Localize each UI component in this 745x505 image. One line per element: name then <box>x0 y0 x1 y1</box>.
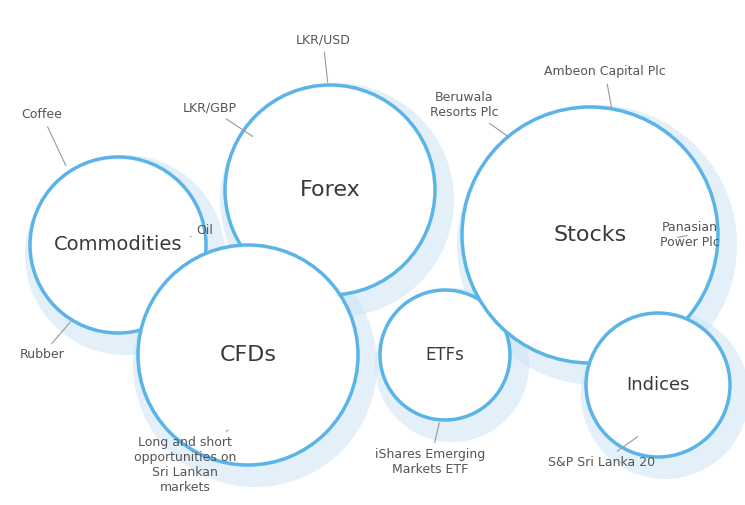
Circle shape <box>225 85 435 295</box>
Text: Oil: Oil <box>191 224 213 237</box>
Text: Commodities: Commodities <box>54 235 183 255</box>
Circle shape <box>30 157 206 333</box>
Text: Panasian
Power Plc: Panasian Power Plc <box>660 221 720 249</box>
Text: Beruwala
Resorts Plc: Beruwala Resorts Plc <box>430 91 508 136</box>
Text: Rubber: Rubber <box>19 322 70 362</box>
Circle shape <box>138 245 358 465</box>
Text: ETFs: ETFs <box>425 346 464 364</box>
Circle shape <box>375 288 529 442</box>
Text: LKR/GBP: LKR/GBP <box>183 102 253 136</box>
Text: Forex: Forex <box>299 180 361 200</box>
Circle shape <box>462 107 718 363</box>
Text: LKR/USD: LKR/USD <box>296 33 350 82</box>
Text: Indices: Indices <box>627 376 690 394</box>
Circle shape <box>586 313 730 457</box>
Circle shape <box>581 311 745 479</box>
Circle shape <box>133 243 377 487</box>
Text: S&P Sri Lanka 20: S&P Sri Lanka 20 <box>548 437 656 469</box>
Text: Coffee: Coffee <box>22 109 66 166</box>
Text: CFDs: CFDs <box>220 345 276 365</box>
Circle shape <box>220 83 454 317</box>
Text: Long and short
opportunities on
Sri Lankan
markets: Long and short opportunities on Sri Lank… <box>134 430 236 494</box>
Text: Ambeon Capital Plc: Ambeon Capital Plc <box>544 66 666 107</box>
Circle shape <box>380 290 510 420</box>
Circle shape <box>457 105 737 385</box>
Text: iShares Emerging
Markets ETF: iShares Emerging Markets ETF <box>375 423 485 476</box>
Circle shape <box>25 155 225 355</box>
Text: Stocks: Stocks <box>554 225 627 245</box>
